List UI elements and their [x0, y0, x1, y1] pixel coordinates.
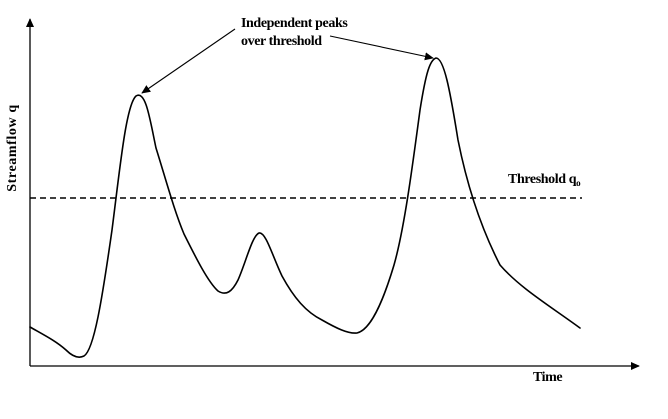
threshold-label-text: Threshold q	[508, 172, 577, 187]
y-axis-label: Streamflow q	[5, 104, 20, 192]
threshold-label: Threshold qo	[508, 172, 581, 188]
threshold-label-subscript: o	[576, 178, 581, 188]
pointer-arrow-peak-2	[329, 35, 434, 61]
x-axis-label: Time	[533, 370, 563, 385]
streamflow-curve	[29, 57, 581, 358]
peaks-annotation: Independent peaks over threshold	[241, 15, 348, 51]
peaks-annotation-line-1: Independent peaks	[241, 16, 348, 31]
pointer-arrow-peak-1	[141, 28, 236, 94]
peaks-annotation-line-2: over threshold	[241, 34, 322, 49]
